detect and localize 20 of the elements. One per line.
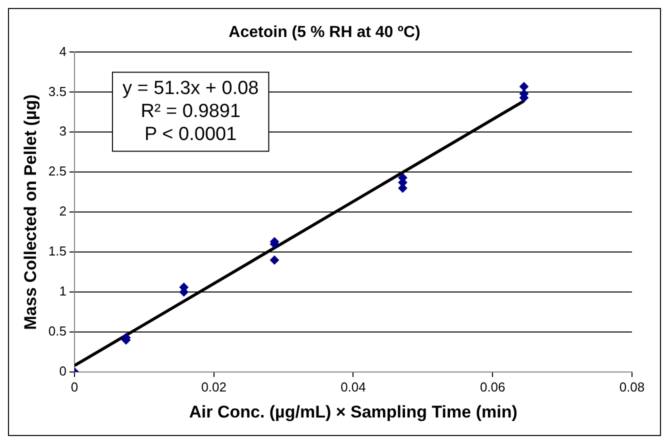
y-tick-label: 2 bbox=[59, 204, 66, 219]
x-axis-title: Air Conc. (µg/mL) × Sampling Time (min) bbox=[189, 402, 518, 422]
y-axis-title: Mass Collected on Pellet (µg) bbox=[20, 94, 40, 330]
x-tick-label: 0.02 bbox=[201, 379, 227, 394]
y-tick-label: 3.5 bbox=[48, 84, 66, 99]
x-tick-label: 0.08 bbox=[619, 379, 645, 394]
y-tick-label: 3 bbox=[59, 124, 66, 139]
x-tick-label: 0.04 bbox=[340, 379, 366, 394]
y-tick-label: 1 bbox=[59, 284, 66, 299]
y-tick-label: 1.5 bbox=[48, 244, 66, 259]
y-tick-label: 4 bbox=[59, 44, 66, 59]
x-tick-label: 0.06 bbox=[480, 379, 506, 394]
x-tick-label: 0 bbox=[70, 379, 78, 394]
annotation: y = 51.3x + 0.08 bbox=[122, 78, 259, 99]
chart-title: Acetoin (5 % RH at 40 ºC) bbox=[228, 24, 420, 42]
y-tick-label: 0 bbox=[59, 364, 66, 379]
y-tick-label: 0.5 bbox=[48, 324, 66, 339]
y-tick-label: 2.5 bbox=[48, 164, 66, 179]
annotation: R² = 0.9891 bbox=[140, 100, 241, 122]
annotation: P < 0.0001 bbox=[144, 124, 237, 145]
